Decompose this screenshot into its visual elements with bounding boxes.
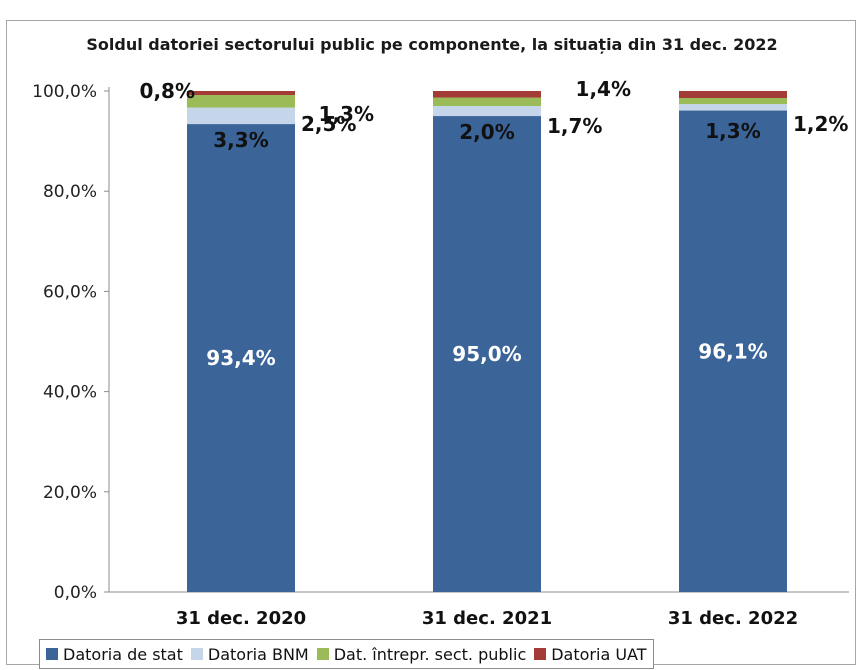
bars-layer	[187, 91, 787, 593]
bar-segment	[679, 91, 787, 99]
y-tick-label: 60,0%	[43, 282, 97, 302]
legend-swatch	[190, 648, 203, 660]
chart-plot: 0,0% 20,0% 40,0% 60,0% 80,0% 100,0% 31 dec. 20…	[32, 77, 849, 629]
bar-segment	[187, 91, 295, 96]
chart-frame: Soldul datoriei sectorului public pe com…	[6, 20, 856, 669]
data-label: 1,7%	[547, 114, 602, 138]
y-tick-label: 40,0%	[43, 383, 97, 403]
x-tick-label: 31 dec. 2021	[422, 608, 552, 629]
data-label: 1,4%	[576, 77, 631, 101]
legend: Datoria de stat Datoria BNM Dat. întrepr. …	[39, 639, 654, 669]
data-label: 1,3%	[705, 119, 760, 143]
y-tick-label: 0,0%	[54, 583, 97, 603]
data-label: 96,1%	[698, 339, 767, 363]
legend-swatch	[46, 648, 58, 660]
y-tick-label: 20,0%	[43, 483, 97, 503]
legend-label: Dat. întrepr. sect. public	[333, 644, 527, 664]
data-label: 2,5%	[301, 112, 356, 136]
data-label: 93,4%	[206, 346, 275, 370]
y-tick-label: 100,0%	[32, 82, 97, 102]
x-tick-label: 31 dec. 2020	[176, 608, 306, 629]
bar-segment	[187, 107, 295, 125]
legend-swatch	[316, 648, 329, 660]
chart-title: Soldul datoriei sectorului public pe com…	[86, 35, 778, 54]
data-label: 95,0%	[452, 342, 521, 366]
bar-segment	[187, 124, 295, 592]
data-label: 0,8%	[140, 79, 195, 103]
axes-layer: 0,0% 20,0% 40,0% 60,0% 80,0% 100,0% 31 dec. 20…	[32, 82, 849, 629]
labels-layer: 93,4% 95,0% 96,1%3,3% 2,0% 1,3%2,5% 1,7% 1,2%0…	[140, 77, 849, 370]
legend-item: Datoria UAT	[534, 644, 647, 664]
legend-item: Datoria de stat	[46, 645, 183, 664]
legend-item: Dat. întrepr. sect. public	[316, 644, 527, 664]
data-label: 1,3%	[319, 102, 374, 126]
y-tick-label: 80,0%	[43, 182, 97, 202]
data-label: 2,0%	[459, 120, 514, 144]
legend-swatch	[534, 648, 547, 660]
bar-segment	[433, 106, 541, 117]
data-label: 1,2%	[793, 112, 848, 136]
bar-segment	[679, 104, 787, 111]
legend-label: Datoria UAT	[551, 644, 647, 664]
legend-label: Datoria de stat	[63, 644, 183, 664]
bar-segment	[433, 97, 541, 107]
data-label: 3,3%	[213, 128, 268, 152]
x-tick-label: 31 dec. 2022	[668, 608, 798, 629]
bar-segment	[187, 95, 295, 108]
legend-label: Datoria BNM	[207, 644, 309, 664]
bar-segment	[679, 98, 787, 105]
bar-segment	[433, 116, 541, 593]
legend-item: Datoria BNM	[190, 644, 309, 664]
bar-segment	[679, 110, 787, 592]
bar-segment	[433, 91, 541, 98]
